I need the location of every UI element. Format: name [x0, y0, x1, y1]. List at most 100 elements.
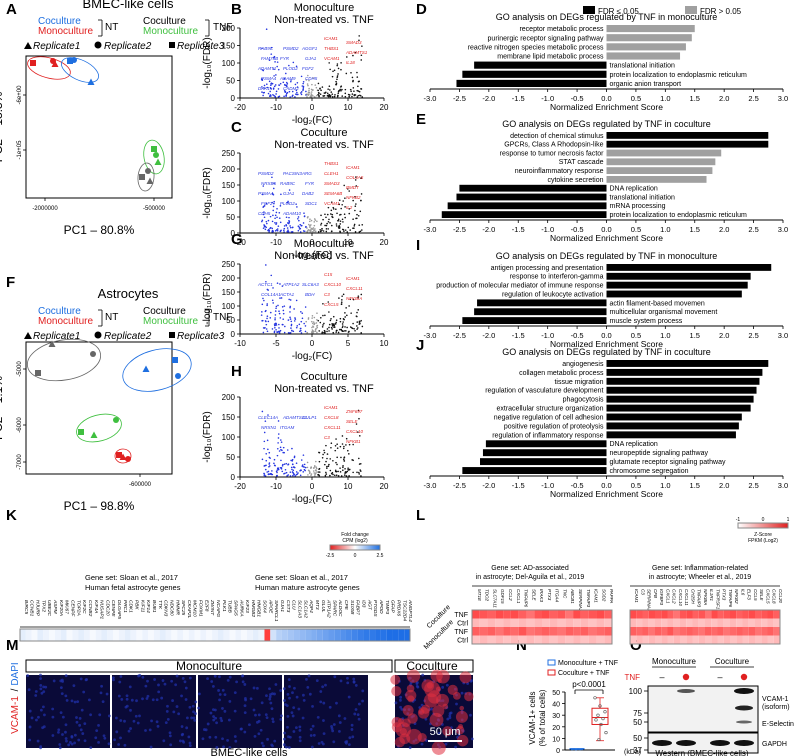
- nucleus: [292, 730, 296, 733]
- nucleus: [27, 688, 31, 692]
- nucleus: [57, 731, 60, 734]
- heatmap-cell: [37, 629, 44, 641]
- x-tick-label: -1.5: [512, 94, 525, 103]
- row-label: Ctrl: [457, 638, 468, 645]
- go-title: GO analysis on DEGs regulated by TNF in …: [496, 251, 717, 261]
- x-tick-label: 1.5: [690, 331, 700, 340]
- volcano-point: [359, 470, 362, 472]
- gene-label-down: ATP1A2: [282, 282, 300, 287]
- volcano-point: [304, 466, 307, 469]
- gene-name: CXCL8: [772, 589, 777, 604]
- volcano-point: [277, 433, 280, 435]
- panel-letter-d: D: [416, 1, 427, 18]
- nucleus: [338, 721, 342, 724]
- volcano-point: [356, 328, 358, 330]
- nucleus: [36, 739, 40, 743]
- group-header: [25, 659, 393, 673]
- gene-name: TNC: [562, 589, 567, 599]
- go-bar: [482, 449, 607, 457]
- volcano-point: [302, 82, 304, 85]
- fdr-legend-swatch: [685, 6, 697, 14]
- volcano-point: [290, 323, 293, 326]
- volcano-point: [325, 224, 328, 227]
- nucleus: [293, 686, 296, 690]
- volcano-point: [261, 86, 263, 88]
- volcano-point: [278, 84, 280, 86]
- heatmap-cell: [692, 618, 699, 627]
- volcano-point: [313, 330, 315, 333]
- gene-name: SERPINA3: [578, 589, 583, 612]
- volcano-point: [350, 312, 352, 314]
- volcano-point: [286, 449, 289, 451]
- data-point: [581, 748, 583, 751]
- heatmap-cell: [281, 629, 288, 641]
- volcano-point: [275, 74, 277, 76]
- heatmap-cell: [380, 629, 387, 641]
- volcano-point: [337, 331, 340, 334]
- gene-name: BUB1: [151, 600, 157, 613]
- nucleus: [316, 716, 320, 719]
- nucleus: [107, 714, 111, 718]
- volcano-point: [344, 229, 347, 231]
- volcano-point: [291, 471, 294, 473]
- volcano-point: [266, 303, 269, 305]
- volcano-point: [348, 95, 350, 98]
- x-tick-label: 3.0: [778, 94, 788, 103]
- nucleus: [124, 705, 128, 709]
- heatmap-cell: [761, 635, 768, 644]
- volcano-point: [335, 474, 338, 477]
- go-bar: [477, 299, 607, 307]
- heatmap-cell: [72, 629, 79, 641]
- nucleus: [206, 677, 209, 681]
- volcano-point: [310, 227, 313, 230]
- blot-band: [677, 689, 695, 693]
- go-term-label: tissue migration: [554, 379, 603, 386]
- volcano-point: [326, 328, 329, 330]
- volcano-point: [335, 319, 338, 321]
- heatmap-cell: [305, 629, 312, 641]
- nucleus: [226, 678, 230, 682]
- volcano-point: [339, 317, 342, 320]
- color-scale-bar: [737, 522, 789, 529]
- go-term-label: regulation of inflammatory response: [492, 432, 603, 439]
- volcano-point: [306, 227, 308, 229]
- x-tick-label: 1.0: [660, 481, 670, 490]
- volcano-point: [274, 310, 277, 312]
- volcano-point: [343, 474, 346, 476]
- gene-name: TSC22D4: [401, 600, 407, 621]
- data-point: [90, 431, 98, 438]
- volcano-point: [291, 90, 294, 93]
- volcano-point: [296, 206, 298, 208]
- volcano-point: [263, 431, 266, 434]
- volcano-point: [275, 211, 278, 214]
- gene-label-down: CDH5: [258, 211, 271, 216]
- volcano-point: [360, 475, 362, 477]
- heatmap-cell: [698, 618, 705, 627]
- heatmap-cell: [673, 610, 680, 619]
- volcano-point: [320, 214, 322, 217]
- volcano-point: [274, 324, 276, 327]
- nucleus: [437, 731, 441, 735]
- y-tick-label: 50: [226, 316, 235, 325]
- go-term-label: production of molecular mediator of immu…: [436, 283, 603, 290]
- volcano-point: [327, 301, 330, 303]
- volcano-point: [289, 331, 292, 334]
- volcano-point: [300, 320, 303, 323]
- volcano-point: [338, 227, 340, 230]
- go-bar: [606, 264, 772, 271]
- gene-label-up: VCAM1: [324, 56, 340, 61]
- nucleus: [306, 685, 310, 689]
- x-tick-label: 2.5: [748, 94, 758, 103]
- nucleus: [446, 717, 450, 721]
- volcano-point: [299, 474, 302, 477]
- heatmap-cell: [557, 618, 566, 627]
- gene-name: ASPM: [52, 599, 58, 614]
- volcano-point: [338, 203, 341, 206]
- volcano-point: [333, 88, 335, 90]
- vcam-signal: [429, 712, 444, 727]
- volcano-point: [329, 319, 332, 322]
- volcano-point: [294, 83, 297, 86]
- vcam-signal: [464, 691, 474, 702]
- volcano-point: [357, 309, 360, 311]
- volcano-point: [282, 463, 284, 466]
